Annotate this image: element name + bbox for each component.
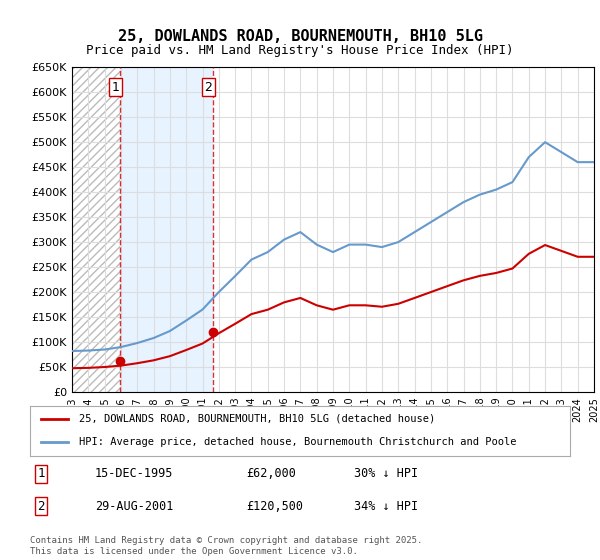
- Text: 25, DOWLANDS ROAD, BOURNEMOUTH, BH10 5LG: 25, DOWLANDS ROAD, BOURNEMOUTH, BH10 5LG: [118, 29, 482, 44]
- Text: Contains HM Land Registry data © Crown copyright and database right 2025.
This d: Contains HM Land Registry data © Crown c…: [30, 536, 422, 556]
- Text: £120,500: £120,500: [246, 500, 303, 513]
- Text: 2: 2: [205, 81, 212, 94]
- Text: 29-AUG-2001: 29-AUG-2001: [95, 500, 173, 513]
- Text: 1: 1: [37, 468, 44, 480]
- Text: 30% ↓ HPI: 30% ↓ HPI: [354, 468, 418, 480]
- Text: 25, DOWLANDS ROAD, BOURNEMOUTH, BH10 5LG (detached house): 25, DOWLANDS ROAD, BOURNEMOUTH, BH10 5LG…: [79, 414, 435, 423]
- Text: 1: 1: [112, 81, 119, 94]
- Text: £62,000: £62,000: [246, 468, 296, 480]
- Text: 2: 2: [37, 500, 44, 513]
- Text: HPI: Average price, detached house, Bournemouth Christchurch and Poole: HPI: Average price, detached house, Bour…: [79, 437, 516, 447]
- Text: 15-DEC-1995: 15-DEC-1995: [95, 468, 173, 480]
- Bar: [120, 67, 213, 392]
- Text: 34% ↓ HPI: 34% ↓ HPI: [354, 500, 418, 513]
- Text: Price paid vs. HM Land Registry's House Price Index (HPI): Price paid vs. HM Land Registry's House …: [86, 44, 514, 57]
- Bar: [72, 67, 120, 392]
